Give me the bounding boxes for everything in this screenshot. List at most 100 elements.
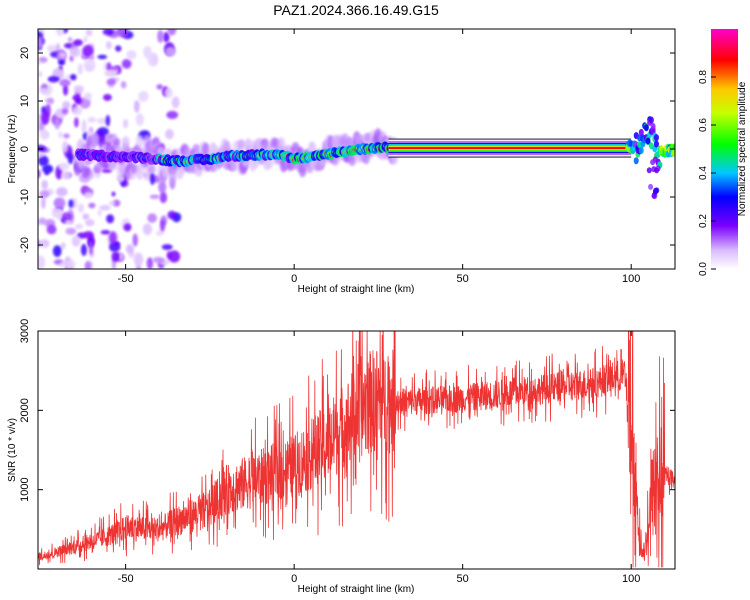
heatmap-cell <box>88 202 96 209</box>
heatmap-cell <box>192 144 201 153</box>
spectrogram-x-axis-label: Height of straight line (km) <box>298 284 415 295</box>
heatmap-cell <box>106 78 116 86</box>
heatmap-cell <box>653 134 659 142</box>
heatmap-cell <box>86 64 94 71</box>
heatmap-cell <box>41 110 50 125</box>
heatmap-cell <box>60 242 66 250</box>
heatmap-cell <box>82 213 90 220</box>
heatmap-cell <box>55 29 65 37</box>
heatmap-cell <box>157 146 166 155</box>
heatmap-cell <box>42 164 54 174</box>
colorbar-tick-label: 0.6 <box>698 118 709 132</box>
heatmap-cell <box>90 132 99 147</box>
snr-frame <box>37 330 676 570</box>
heatmap-cell <box>138 90 149 102</box>
heatmap-cell <box>59 261 65 268</box>
heatmap-cell <box>265 158 274 169</box>
heatmap-cell <box>38 71 43 77</box>
x-tick-label: 50 <box>457 273 469 285</box>
heatmap-cell <box>157 29 164 43</box>
spectrogram-panel: -50 0 50 100 -20 -10 0 10 20 Height of straight… <box>7 28 676 295</box>
y-tick-label: 10 <box>19 95 31 107</box>
y-tick-label: 0 <box>19 146 31 152</box>
heatmap-cell <box>53 197 66 209</box>
snr-y-axis-label: SNR (10 * v/v) <box>7 418 18 482</box>
snr-x-axis-label: Height of straight line (km) <box>298 584 415 595</box>
heatmap-cell <box>672 147 675 155</box>
heatmap-cell <box>113 241 121 246</box>
heatmap-cell <box>653 140 659 148</box>
heatmap-cell <box>117 29 129 38</box>
heatmap-cell <box>168 250 181 263</box>
heatmap-cell <box>133 100 140 113</box>
colorbar-tick-label: 0.8 <box>698 70 709 84</box>
heatmap-cell <box>126 49 137 60</box>
heatmap-cell <box>161 244 173 251</box>
y-tick-label: 2000 <box>19 398 31 422</box>
figure-title: PAZ1.2024.366.16.49.G15 <box>273 2 439 18</box>
heatmap-cell <box>72 106 83 116</box>
heatmap-cell <box>44 171 49 176</box>
heatmap-cell <box>155 230 165 236</box>
heatmap-cell <box>62 101 71 110</box>
colorbar-gradient <box>711 29 738 269</box>
heatmap-cell <box>78 203 84 213</box>
y-tick-label: -10 <box>19 189 31 205</box>
heatmap-cell <box>85 219 95 227</box>
heatmap-cell <box>147 52 158 67</box>
snr-x-axis: -50 0 50 100 <box>118 331 640 585</box>
x-tick-label: -50 <box>118 573 134 585</box>
heatmap-cell <box>61 140 69 153</box>
heatmap-cell <box>56 187 68 197</box>
heatmap-cell <box>132 233 138 247</box>
heatmap-cell <box>147 213 157 223</box>
heatmap-cell <box>638 128 644 136</box>
heatmap-cell <box>167 210 177 220</box>
heatmap-cell <box>38 152 44 158</box>
heatmap-cell <box>237 139 246 150</box>
heatmap-cell <box>167 29 177 36</box>
heatmap-cell <box>38 144 47 152</box>
spectrogram-y-axis-label: Frequency (Hz) <box>7 115 18 184</box>
snr-y-axis: 1000 2000 3000 <box>19 319 675 502</box>
heatmap-cell <box>654 167 660 174</box>
heatmap-cell <box>83 191 93 199</box>
heatmap-cell <box>156 84 163 90</box>
heatmap-cell <box>648 116 654 124</box>
heatmap-cell <box>58 131 63 139</box>
heatmap-cell <box>108 201 116 206</box>
heatmap-cell <box>638 147 644 155</box>
heatmap-cell <box>120 80 127 89</box>
heatmap-cell <box>159 191 168 204</box>
spectrogram-heatmap <box>38 29 675 269</box>
heatmap-cell <box>105 41 112 50</box>
x-tick-label: 100 <box>622 273 640 285</box>
heatmap-cell <box>54 118 61 130</box>
heatmap-cell <box>125 244 134 254</box>
heatmap-cell <box>112 199 121 207</box>
heatmap-cell <box>97 209 102 217</box>
x-tick-label: 100 <box>622 573 640 585</box>
heatmap-cell <box>101 168 113 173</box>
heatmap-cell <box>74 117 79 128</box>
spectrogram-x-axis: -50 0 50 100 <box>118 29 640 285</box>
heatmap-cell <box>41 197 46 209</box>
colorbar-ticks: 0.0 0.2 0.4 0.6 0.8 <box>698 70 716 276</box>
heatmap-cell <box>123 223 132 232</box>
heatmap-cell <box>39 128 49 140</box>
heatmap-cell <box>650 159 656 166</box>
heatmap-cell <box>58 59 65 66</box>
heatmap-cell <box>643 124 649 132</box>
heatmap-cell <box>65 259 76 269</box>
heatmap-cell <box>142 223 153 236</box>
x-tick-label: -50 <box>118 273 134 285</box>
heatmap-cell <box>81 119 87 134</box>
heatmap-cell <box>59 78 71 87</box>
heatmap-cell <box>152 256 165 264</box>
heatmap-cell <box>147 164 156 174</box>
heatmap-cell <box>100 230 111 235</box>
heatmap-cell <box>60 212 73 223</box>
colorbar-tick-label: 0.4 <box>698 166 709 180</box>
heatmap-cell <box>61 171 71 180</box>
